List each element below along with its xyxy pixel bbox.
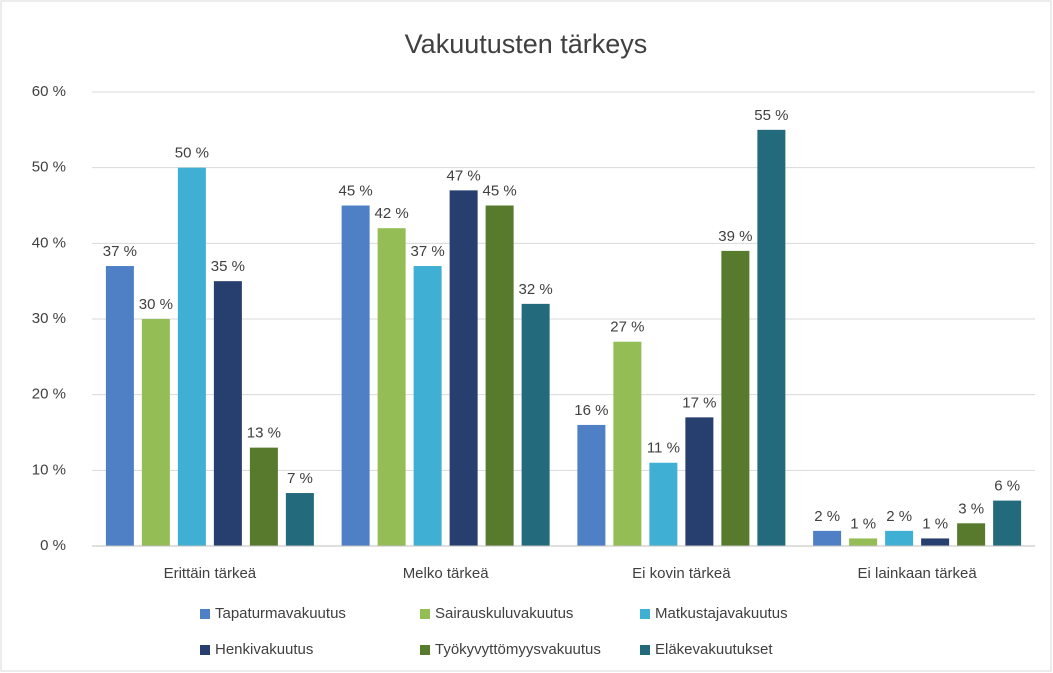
legend-label: Sairauskuluvakuutus bbox=[435, 605, 573, 622]
data-label: 55 % bbox=[754, 107, 788, 124]
bar bbox=[813, 530, 842, 546]
data-label: 2 % bbox=[814, 508, 840, 525]
bar bbox=[377, 228, 406, 546]
y-tick-label: 30 % bbox=[32, 310, 66, 327]
y-tick-label: 0 % bbox=[40, 537, 66, 554]
data-label: 30 % bbox=[139, 296, 173, 313]
data-label: 35 % bbox=[211, 258, 245, 275]
bar bbox=[613, 341, 642, 546]
y-tick-label: 50 % bbox=[32, 159, 66, 176]
bar bbox=[249, 447, 278, 546]
data-label: 1 % bbox=[922, 515, 948, 532]
data-label: 39 % bbox=[718, 228, 752, 245]
legend-swatch bbox=[640, 609, 650, 619]
bar bbox=[957, 523, 986, 546]
bar bbox=[577, 424, 606, 546]
legend-swatch bbox=[200, 609, 210, 619]
legend-label: Tapaturmavakuutus bbox=[215, 605, 346, 622]
bar bbox=[993, 500, 1022, 546]
x-tick-label: Ei lainkaan tärkeä bbox=[858, 565, 978, 582]
y-tick-label: 60 % bbox=[32, 83, 66, 100]
y-tick-label: 10 % bbox=[32, 461, 66, 478]
bar bbox=[649, 462, 678, 546]
data-label: 6 % bbox=[994, 478, 1020, 495]
bar bbox=[485, 205, 514, 546]
legend-label: Eläkevakuutukset bbox=[655, 641, 773, 658]
legend-label: Henkivakuutus bbox=[215, 641, 313, 658]
data-label: 16 % bbox=[574, 402, 608, 419]
legend-swatch bbox=[420, 645, 430, 655]
data-label: 27 % bbox=[610, 319, 644, 336]
x-tick-label: Melko tärkeä bbox=[403, 565, 490, 582]
data-label: 47 % bbox=[447, 167, 481, 184]
data-label: 42 % bbox=[375, 205, 409, 222]
bar bbox=[849, 538, 878, 546]
data-label: 3 % bbox=[958, 500, 984, 517]
bar bbox=[177, 167, 206, 546]
data-label: 2 % bbox=[886, 508, 912, 525]
legend-label: Matkustajavakuutus bbox=[655, 605, 788, 622]
data-label: 11 % bbox=[647, 440, 680, 457]
chart-title: Vakuutusten tärkeys bbox=[405, 29, 648, 59]
y-tick-label: 20 % bbox=[32, 386, 66, 403]
data-label: 37 % bbox=[103, 243, 137, 260]
bar bbox=[721, 250, 750, 546]
bar bbox=[885, 530, 914, 546]
bar bbox=[449, 190, 478, 546]
data-label: 1 % bbox=[850, 515, 876, 532]
data-label: 45 % bbox=[483, 182, 517, 199]
bar bbox=[341, 205, 370, 546]
bar bbox=[213, 281, 242, 546]
x-tick-label: Ei kovin tärkeä bbox=[632, 565, 731, 582]
data-label: 37 % bbox=[411, 243, 445, 260]
data-label: 13 % bbox=[247, 425, 281, 442]
data-label: 17 % bbox=[682, 394, 716, 411]
y-tick-label: 40 % bbox=[32, 234, 66, 251]
data-label: 45 % bbox=[339, 182, 373, 199]
bar bbox=[521, 303, 550, 546]
legend-swatch bbox=[640, 645, 650, 655]
bar bbox=[685, 417, 714, 546]
bar bbox=[921, 538, 950, 546]
data-label: 50 % bbox=[175, 145, 209, 162]
bar bbox=[105, 266, 134, 546]
x-tick-label: Erittäin tärkeä bbox=[164, 565, 257, 582]
bar bbox=[413, 266, 442, 546]
bar bbox=[141, 319, 170, 546]
bar bbox=[285, 493, 314, 546]
data-label: 7 % bbox=[287, 470, 313, 487]
bar bbox=[757, 129, 786, 547]
legend-label: Työkyvyttömyysvakuutus bbox=[435, 641, 601, 658]
data-label: 32 % bbox=[519, 281, 553, 298]
legend-swatch bbox=[420, 609, 430, 619]
legend-swatch bbox=[200, 645, 210, 655]
